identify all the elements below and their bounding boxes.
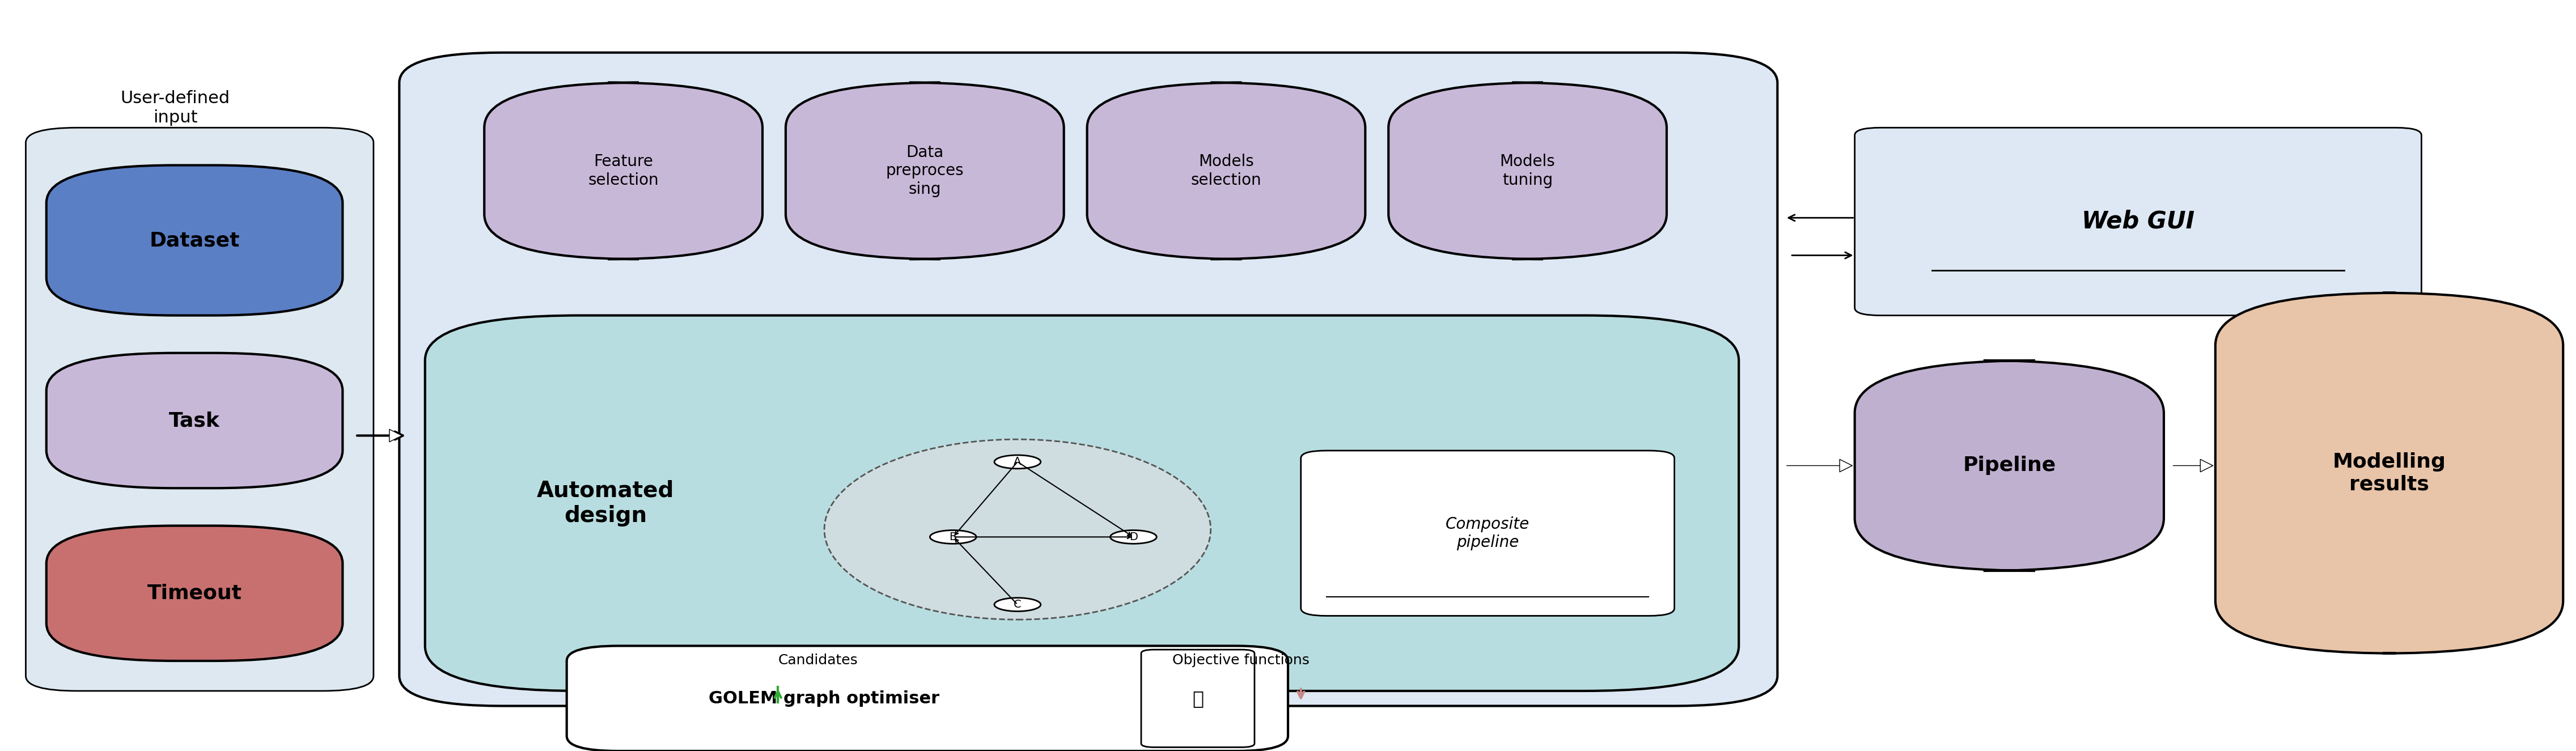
Text: D: D (1128, 532, 1139, 542)
FancyBboxPatch shape (484, 83, 762, 259)
FancyBboxPatch shape (1087, 83, 1365, 259)
Text: Pipeline: Pipeline (1963, 456, 2056, 475)
FancyBboxPatch shape (1855, 128, 2421, 315)
FancyBboxPatch shape (46, 353, 343, 488)
FancyBboxPatch shape (46, 526, 343, 661)
Text: Objective functions: Objective functions (1172, 653, 1309, 667)
Text: Models
tuning: Models tuning (1499, 154, 1556, 188)
Circle shape (930, 530, 976, 544)
Text: GOLEM graph optimiser: GOLEM graph optimiser (708, 690, 940, 707)
Text: Models
selection: Models selection (1190, 154, 1262, 188)
Text: Dataset: Dataset (149, 231, 240, 250)
Text: Timeout: Timeout (147, 584, 242, 603)
Text: C: C (1015, 599, 1020, 610)
FancyBboxPatch shape (1301, 451, 1674, 616)
Text: Modelling
results: Modelling results (2334, 452, 2445, 494)
Text: Candidates: Candidates (778, 653, 858, 667)
FancyBboxPatch shape (567, 646, 1288, 751)
Text: User-defined
input: User-defined input (121, 90, 229, 125)
Text: Web GUI: Web GUI (2081, 210, 2195, 234)
Text: Data
preproces
sing: Data preproces sing (886, 144, 963, 198)
Text: B: B (951, 532, 956, 542)
Circle shape (994, 598, 1041, 611)
Text: Automated
design: Automated design (536, 480, 675, 526)
FancyBboxPatch shape (425, 315, 1739, 691)
Ellipse shape (824, 439, 1211, 620)
Text: A: A (1015, 457, 1020, 467)
FancyBboxPatch shape (2215, 293, 2563, 653)
FancyBboxPatch shape (1855, 360, 2164, 571)
FancyBboxPatch shape (786, 83, 1064, 259)
Circle shape (994, 455, 1041, 469)
FancyBboxPatch shape (26, 128, 374, 691)
Circle shape (1110, 530, 1157, 544)
Text: Composite
pipeline: Composite pipeline (1445, 516, 1530, 550)
Text: Task: Task (170, 411, 219, 430)
FancyBboxPatch shape (1141, 650, 1255, 747)
Text: Feature
selection: Feature selection (587, 154, 659, 188)
Text: 👤: 👤 (1193, 689, 1203, 707)
FancyBboxPatch shape (46, 165, 343, 315)
FancyBboxPatch shape (399, 53, 1777, 706)
FancyBboxPatch shape (1388, 83, 1667, 259)
